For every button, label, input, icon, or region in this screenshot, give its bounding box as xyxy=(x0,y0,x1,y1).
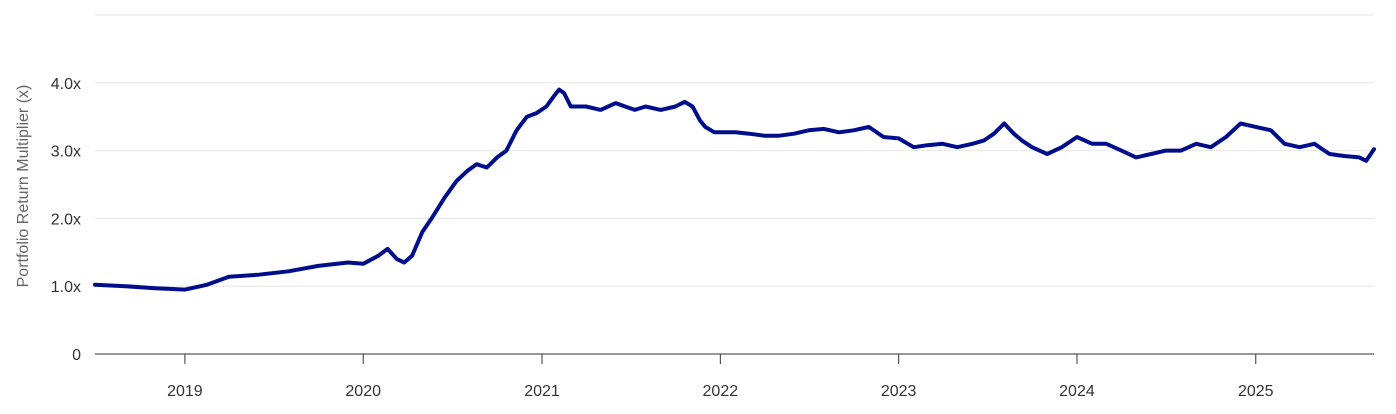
y-tick-label: 1.0x xyxy=(51,279,81,296)
x-tick-label: 2025 xyxy=(1238,383,1274,400)
y-tick-label: 2.0x xyxy=(51,211,81,228)
y-tick-label: 4.0x xyxy=(51,76,81,93)
y-tick-label: 0 xyxy=(72,347,81,364)
gridlines xyxy=(95,14,1374,287)
x-tick-label: 2024 xyxy=(1059,383,1095,400)
y-axis-title: Portfolio Return Multiplier (x) xyxy=(15,85,32,288)
x-tick-label: 2019 xyxy=(167,383,203,400)
x-tick-label: 2022 xyxy=(703,383,739,400)
x-tick-label: 2023 xyxy=(881,383,917,400)
plot-area xyxy=(93,87,1376,292)
y-tick-label: 3.0x xyxy=(51,144,81,161)
y-axis: 0 1.0x 2.0x 3.0x 4.0x xyxy=(51,76,81,364)
x-axis: 2019 2020 2021 2022 2023 2024 2025 xyxy=(95,353,1374,400)
x-tick-label: 2020 xyxy=(345,383,381,400)
series-line xyxy=(93,87,1376,292)
x-tick-label: 2021 xyxy=(524,383,560,400)
